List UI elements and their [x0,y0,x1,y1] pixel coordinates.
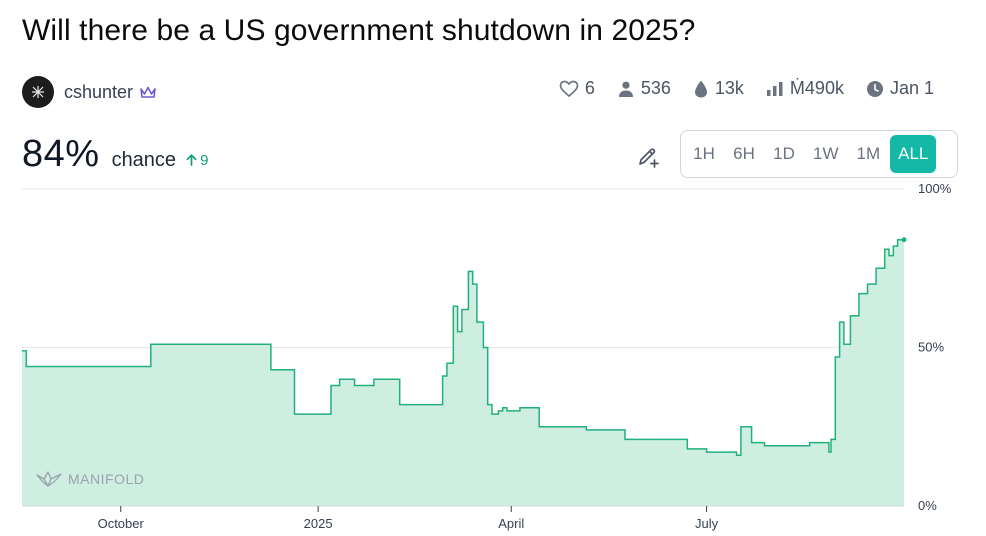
crown-icon [139,85,157,99]
range-button-1h[interactable]: 1H [693,144,715,163]
manifold-crane-icon [36,471,62,487]
traders-stat[interactable]: 536 [617,78,671,99]
x-tick-label: April [498,516,524,531]
probability-change: 9 [186,152,208,169]
x-tick-label: July [695,516,719,531]
close-date: Jan 1 [889,78,934,98]
probability-value: 84% [22,133,100,175]
edit-chart-button[interactable] [634,143,662,171]
range-button-1d[interactable]: 1D [773,144,795,163]
heart-icon [559,80,579,97]
close-date-stat[interactable]: Jan 1 [866,78,934,99]
likes-stat[interactable]: 6 [559,78,595,99]
avatar-logo-icon [32,86,44,98]
likes-count: 6 [584,78,595,98]
liquidity-value: 13k [714,78,744,98]
user-icon [618,81,633,97]
market-stats: 6 536 13k Ṁ490k Jan 1 [559,78,934,99]
y-tick-label: 100% [918,181,952,196]
current-point [901,237,907,243]
probability-display: 84% chance 9 [22,133,208,176]
clock-icon [866,80,883,97]
creator-row: cshunter [22,74,157,110]
series-line [22,238,904,457]
y-tick-label: 50% [918,340,944,355]
arrow-up-icon [186,154,197,166]
watermark-text: MANIFOLD [68,471,145,487]
series-area [22,239,904,506]
liquidity-stat[interactable]: 13k [693,78,744,99]
range-button-all[interactable]: ALL [890,135,937,173]
market-title: Will there be a US government shutdown i… [22,14,696,47]
pencil-plus-icon [639,148,659,168]
probability-change-value: 9 [200,151,209,169]
avatar[interactable] [22,76,54,108]
traders-count: 536 [640,78,671,98]
droplet-icon [694,80,707,97]
manifold-watermark: MANIFOLD [36,470,144,488]
time-range-selector: 1H 6H 1D 1W 1M ALL [680,130,958,178]
volume-stat[interactable]: Ṁ490k [766,78,844,99]
creator-name[interactable]: cshunter [64,81,134,102]
range-button-6h[interactable]: 6H [733,144,755,163]
probability-chart[interactable]: 100% 50% 0% October 2025 April July [0,178,986,536]
volume-value: Ṁ490k [789,78,844,98]
x-tick-label: 2025 [304,516,333,531]
y-tick-label: 0% [918,498,937,513]
x-tick-label: October [98,516,145,531]
range-button-1m[interactable]: 1M [856,144,881,163]
bar-chart-icon [766,81,783,96]
range-button-1w[interactable]: 1W [813,144,839,163]
probability-label: chance [111,149,177,171]
